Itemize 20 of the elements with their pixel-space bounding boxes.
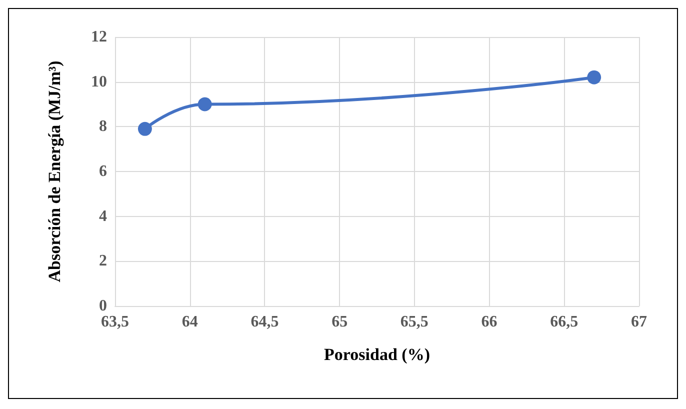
- y-tick-label: 10: [91, 73, 107, 90]
- x-tick-label: 65,5: [400, 314, 428, 330]
- x-axis-title: Porosidad (%): [324, 345, 430, 364]
- x-tick-label: 66: [481, 314, 498, 330]
- x-tick-label: 65: [332, 314, 348, 330]
- x-tick-label: 64,5: [250, 314, 279, 330]
- point: [587, 70, 602, 84]
- y-tick-label: 2: [99, 252, 107, 270]
- x-tick-label: 67: [631, 314, 647, 330]
- point: [198, 97, 212, 112]
- y-tick-label: 8: [99, 118, 107, 136]
- x-tick-label: 66,5: [550, 314, 578, 330]
- x-tick-label: 63,5: [101, 314, 129, 330]
- point: [138, 122, 152, 136]
- y-tick-label: 4: [99, 208, 107, 225]
- x-tick-label: 64: [182, 314, 198, 330]
- y-tick-label: 0: [99, 298, 107, 314]
- y-tick-label: 6: [99, 163, 107, 180]
- y-axis-title: Absorción de Energía (MJ/m³): [45, 60, 64, 282]
- y-tick-label: 12: [91, 28, 107, 46]
